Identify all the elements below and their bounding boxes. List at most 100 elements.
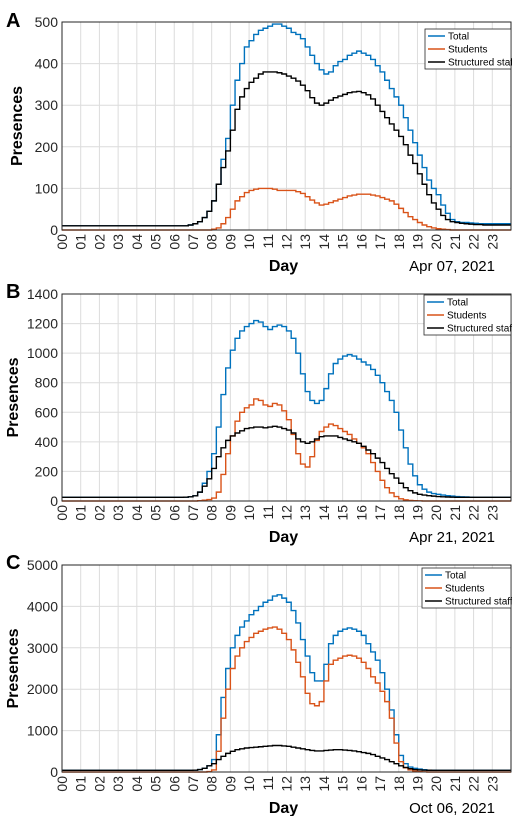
x-tick-label: 02 [91, 234, 107, 250]
y-tick-label: 1400 [27, 286, 58, 302]
x-tick-label: 17 [372, 234, 388, 250]
y-tick-label: 2000 [27, 681, 58, 697]
x-tick-label: 22 [466, 776, 482, 792]
x-tick-label: 03 [110, 234, 126, 250]
legend-entry: Structured staff [445, 597, 512, 608]
x-tick-label: 12 [279, 776, 295, 792]
legend-entry: Total [447, 298, 468, 309]
series-line-structured-staff [62, 71, 511, 227]
panel-label: A [6, 10, 20, 32]
x-tick-label: 01 [73, 776, 89, 792]
x-tick-label: 08 [204, 776, 220, 792]
x-tick-label: 07 [185, 776, 201, 792]
x-tick-label: 17 [372, 776, 388, 792]
y-tick-label: 0 [50, 222, 58, 238]
x-tick-label: 11 [260, 505, 276, 520]
y-tick-label: 400 [35, 56, 59, 72]
x-tick-label: 19 [409, 505, 425, 521]
x-tick-label: 09 [222, 234, 238, 250]
x-tick-label: 13 [297, 234, 313, 250]
legend-entry: Structured staff [447, 324, 512, 335]
x-tick-label: 23 [484, 505, 500, 521]
y-tick-label: 100 [35, 180, 59, 196]
legend: Total Students Structured staff [424, 28, 512, 70]
x-tick-label: 12 [279, 234, 295, 250]
x-tick-label: 01 [73, 234, 89, 250]
series-line-structured-staff [62, 425, 511, 498]
x-tick-label: 17 [372, 505, 388, 521]
x-tick-label: 11 [260, 776, 276, 791]
x-tick-label: 19 [409, 234, 425, 250]
x-tick-label: 12 [279, 505, 295, 521]
x-tick-label: 13 [297, 505, 313, 521]
x-tick-label: 18 [391, 505, 407, 521]
legend-entry: Students [447, 311, 486, 322]
y-tick-label: 1000 [27, 723, 58, 739]
legend-entry: Total [448, 32, 469, 43]
x-tick-label: 21 [447, 234, 463, 250]
x-tick-label: 00 [54, 505, 70, 521]
x-tick-label: 14 [316, 234, 332, 250]
x-tick-label: 05 [148, 234, 164, 250]
axes-box [61, 293, 512, 502]
y-axis-label: Presences [9, 86, 26, 166]
x-tick-label: 06 [166, 234, 182, 250]
panel-label: C [6, 552, 20, 574]
panel-c: 0 1000 2000 3000 4000 5000 00 01 02 03 04 05 06 07 08 0… [5, 552, 512, 816]
y-axis-label: Presences [5, 357, 22, 437]
x-tick-label: 20 [428, 234, 444, 250]
legend-entry: Total [445, 571, 466, 582]
x-tick-label: 04 [129, 234, 145, 250]
x-tick-label: 03 [110, 505, 126, 521]
x-tick-label: 14 [316, 776, 332, 792]
x-tick-label: 09 [222, 776, 238, 792]
x-tick-label: 08 [204, 234, 220, 250]
x-tick-label: 14 [316, 505, 332, 521]
x-tick-label: 02 [91, 776, 107, 792]
x-tick-label: 16 [353, 505, 369, 521]
x-tick-label: 05 [148, 776, 164, 792]
y-tick-label: 600 [35, 404, 59, 420]
y-tick-label: 500 [35, 14, 59, 30]
legend-entry: Structured staff [448, 58, 512, 69]
x-tick-label: 07 [185, 505, 201, 521]
x-axis-label: Day [269, 529, 298, 546]
x-tick-label: 05 [148, 505, 164, 521]
date-label: Apr 07, 2021 [409, 258, 495, 275]
y-tick-label: 5000 [27, 557, 58, 573]
date-label: Oct 06, 2021 [409, 800, 495, 816]
x-tick-label: 10 [241, 776, 257, 792]
axes-box [61, 21, 512, 231]
x-tick-label: 10 [241, 234, 257, 250]
y-tick-label: 3000 [27, 640, 58, 656]
y-tick-label: 0 [50, 764, 58, 780]
x-tick-label: 20 [428, 776, 444, 792]
x-axis-label: Day [269, 258, 298, 275]
x-tick-label: 06 [166, 776, 182, 792]
x-tick-label: 18 [391, 234, 407, 250]
legend: Total Students Structured staff [421, 567, 512, 609]
x-axis-label: Day [269, 800, 298, 816]
x-tick-label: 01 [73, 505, 89, 521]
date-label: Apr 21, 2021 [409, 529, 495, 546]
x-tick-label: 13 [297, 776, 313, 792]
x-tick-label: 02 [91, 505, 107, 521]
x-tick-label: 20 [428, 505, 444, 521]
legend: Total Students Structured staff [423, 294, 512, 336]
y-tick-label: 300 [35, 97, 59, 113]
panel-a: 0 100 200 300 400 500 00 01 02 03 04 05 06 07 08 09 10 11… [6, 10, 512, 275]
x-tick-label: 15 [335, 505, 351, 521]
axes-box [61, 564, 512, 773]
y-axis-label: Presences [5, 628, 22, 708]
x-tick-label: 22 [466, 505, 482, 521]
x-tick-label: 11 [260, 234, 276, 249]
y-tick-label: 800 [35, 375, 59, 391]
y-tick-label: 4000 [27, 598, 58, 614]
y-tick-label: 0 [50, 493, 58, 509]
x-tick-label: 00 [54, 234, 70, 250]
x-tick-label: 09 [222, 505, 238, 521]
legend-entry: Students [445, 584, 484, 595]
x-tick-label: 08 [204, 505, 220, 521]
